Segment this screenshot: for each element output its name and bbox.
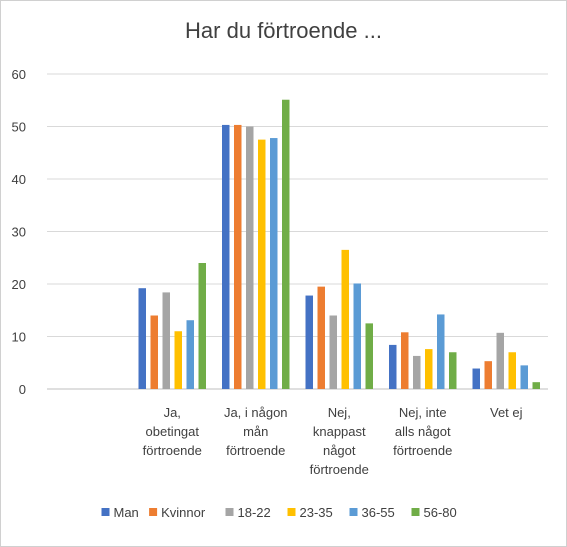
legend-swatch: [411, 508, 420, 516]
bar-kvinnor-3: [317, 286, 325, 389]
bar-56-80-4: [449, 352, 457, 389]
legend-label: Man: [114, 505, 139, 520]
category-label: Nej, knappast något förtroende: [310, 405, 369, 477]
legend-swatch: [287, 508, 296, 516]
category-label: Ja, obetingat förtroende: [143, 405, 202, 458]
bar-56-80-5: [532, 382, 540, 389]
y-tick-label: 20: [12, 277, 26, 292]
bar-56-80-3: [365, 323, 373, 389]
bar-kvinnor-4: [401, 332, 409, 389]
bar-36-55-1: [186, 320, 194, 389]
bar-man-3: [305, 295, 313, 389]
category-label: Nej, inte alls något förtroende: [393, 405, 452, 458]
bar-18-22-3: [329, 315, 337, 389]
legend-swatch: [101, 508, 110, 516]
bar-56-80-1: [198, 263, 206, 389]
bar-18-22-4: [413, 355, 421, 389]
bar-36-55-5: [520, 365, 528, 389]
bar-18-22-5: [496, 332, 504, 389]
y-tick-label: 10: [12, 330, 26, 345]
y-tick-label: 40: [12, 172, 26, 187]
chart-title: Har du förtroende ...: [185, 18, 382, 43]
legend-label: 36-55: [362, 505, 395, 520]
bar-man-4: [389, 344, 397, 389]
legend-swatch: [149, 508, 158, 516]
legend-label: 23-35: [300, 505, 333, 520]
bar-23-35-5: [508, 352, 516, 389]
bar-23-35-3: [341, 249, 349, 389]
bar-man-5: [472, 368, 480, 389]
bar-23-35-2: [258, 139, 266, 389]
bar-18-22-2: [246, 126, 254, 389]
y-tick-label: 60: [12, 67, 26, 82]
y-tick-label: 0: [19, 382, 26, 397]
bar-36-55-2: [270, 138, 278, 389]
bar-36-55-3: [353, 283, 361, 389]
bar-man-2: [222, 124, 230, 390]
legend-label: 18-22: [238, 505, 271, 520]
legend-swatch: [225, 508, 234, 516]
legend-swatch: [349, 508, 358, 516]
category-label: Vet ej: [490, 405, 523, 420]
bar-18-22-1: [162, 292, 170, 389]
category-label: Ja, i någon mån förtroende: [224, 405, 288, 458]
bar-23-35-1: [174, 331, 182, 389]
bar-man-1: [138, 288, 146, 389]
bar-56-80-2: [282, 99, 290, 389]
legend-label: Kvinnor: [161, 505, 206, 520]
y-tick-label: 30: [12, 225, 26, 240]
bar-kvinnor-2: [234, 124, 242, 390]
bar-kvinnor-5: [484, 361, 492, 389]
y-tick-label: 50: [12, 120, 26, 135]
bar-23-35-4: [425, 349, 433, 389]
legend-label: 56-80: [424, 505, 457, 520]
bar-36-55-4: [437, 314, 445, 389]
bar-kvinnor-1: [150, 315, 158, 389]
